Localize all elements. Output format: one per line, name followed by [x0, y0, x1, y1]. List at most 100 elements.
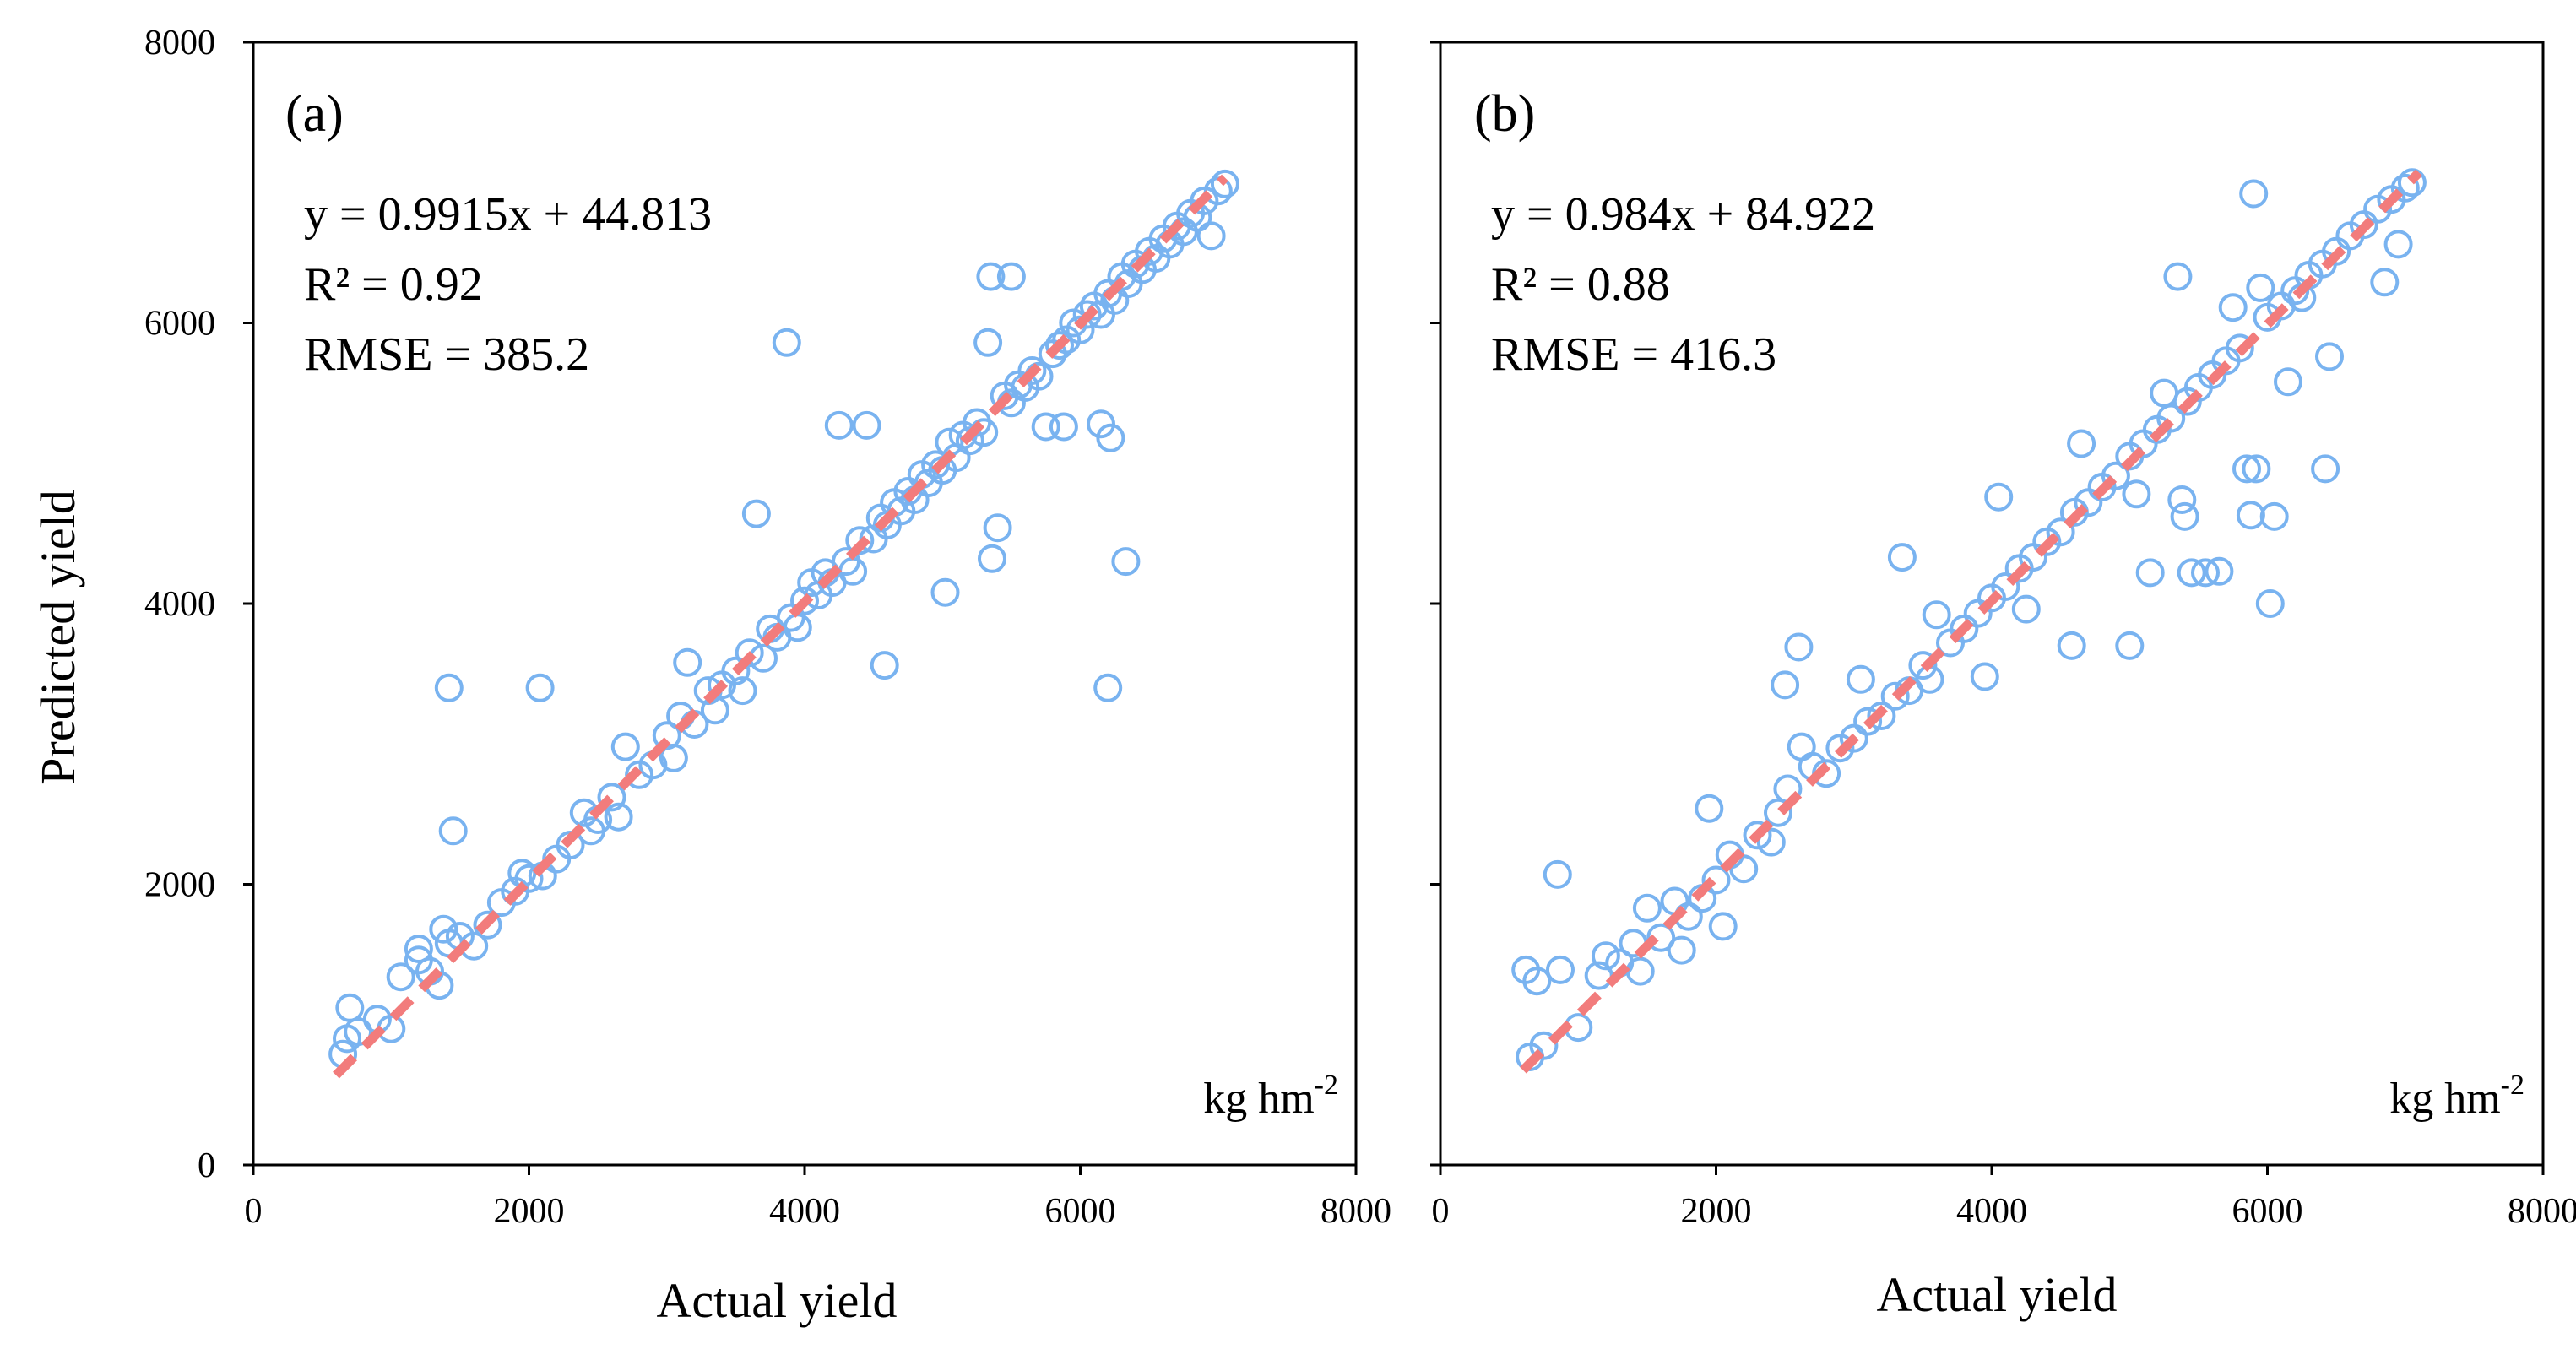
panel-a-data-point — [955, 426, 984, 456]
panel-a-data-point — [1049, 412, 1078, 442]
panel-a-x-tick-label: 0 — [245, 1192, 263, 1231]
panel-b-data-point — [2115, 631, 2145, 660]
panel-b-data-point — [1522, 967, 1552, 996]
panel-a-data-point — [1031, 412, 1060, 442]
panel-a-equation: y = 0.9915x + 44.813 — [304, 188, 712, 241]
panel-b-data-point — [1695, 794, 1724, 823]
panel-a-data-point — [1072, 300, 1102, 329]
panel-b-data-point — [2167, 485, 2197, 514]
panel-b-data-point — [2135, 558, 2165, 588]
panel-b-data-point — [1756, 827, 1786, 857]
panel-a-fit-line — [333, 174, 1228, 1079]
panel-a-data-point — [930, 577, 960, 607]
panel-a-data-point — [386, 962, 415, 992]
panel-a-x-tick-label: 4000 — [769, 1192, 840, 1231]
panel-b-data-point — [1970, 662, 1999, 691]
panel-b-data-point — [2370, 268, 2400, 297]
panel-b-ticks-layer: 0 2000 4000 6000 8000 — [1430, 41, 2576, 1231]
panel-a-data-point — [1093, 673, 1123, 702]
panel-a-data-point — [429, 914, 458, 944]
panel-b-fit-line — [1520, 169, 2422, 1074]
panel-b-data-point — [1701, 865, 1731, 895]
panel-b: 0 2000 4000 6000 8000 (b) y = 0.984x + 84.92… — [1430, 41, 2576, 1322]
panel-a-data-point — [1111, 547, 1141, 577]
panel-a-label: (a) — [285, 85, 344, 143]
panel-b-unit: kg hm-2 — [2389, 1070, 2524, 1123]
panel-b-data-point — [2101, 461, 2130, 490]
panel-a-data-point — [790, 586, 819, 615]
panel-a-y-tick-label: 0 — [198, 1146, 215, 1185]
panel-a-data-point — [852, 410, 881, 440]
panel-b-data-point — [2067, 429, 2096, 458]
panel-b-data-point — [2236, 501, 2265, 530]
panel-b-data-point — [2311, 454, 2340, 484]
panel-a-y-tick-label: 8000 — [144, 24, 215, 62]
panel-b-x-tick-label: 8000 — [2508, 1192, 2576, 1231]
panel-b-data-point — [2170, 501, 2199, 531]
panel-a-data-point — [772, 328, 801, 357]
panel-a-data-point — [870, 651, 899, 680]
panel-b-data-point — [1846, 664, 1875, 694]
panel-b-data-point — [1887, 543, 1917, 572]
panel-b-data-point — [1984, 482, 2014, 512]
panel-a-data-point — [721, 656, 751, 685]
panel-b-data-point — [1743, 821, 1772, 850]
panel-b-data-point — [1667, 935, 1696, 965]
panel-b-data-point — [2218, 293, 2248, 322]
panel-b-rmse: RMSE = 416.3 — [1491, 328, 1776, 381]
panel-a-data-point — [1045, 331, 1074, 360]
panel-a-x-axis-title: Actual yield — [656, 1273, 897, 1328]
panel-a-y-tick-label: 6000 — [144, 305, 215, 344]
panel-a-data-point — [728, 676, 757, 706]
panel-b-data-point — [2156, 404, 2186, 433]
panel-b-data-point — [2011, 594, 2041, 624]
panel-a-data-point — [659, 743, 688, 772]
panel-b-x-tick-label: 0 — [1432, 1192, 1450, 1231]
panel-b-data-point — [2242, 454, 2271, 484]
panel-b-data-point — [2225, 333, 2254, 363]
panel-a-data-point — [973, 328, 1003, 357]
panel-b-data-point — [1764, 798, 1792, 827]
panel-a-data-point — [921, 450, 951, 479]
panel-a-data-point — [514, 864, 544, 893]
panel-b-data-point — [2046, 517, 2075, 547]
panel-a-data-point — [996, 262, 1026, 291]
panel-a-data-point — [1017, 356, 1047, 385]
panel-b-data-point — [2122, 479, 2151, 509]
panel-a-r2: R² = 0.92 — [304, 258, 483, 311]
panel-a-data-point — [1196, 221, 1226, 251]
panel-b-label: (b) — [1474, 85, 1535, 143]
panel-b-data-point — [2397, 168, 2427, 198]
panel-b-data-point — [1784, 632, 1814, 662]
panel-a-data-point — [741, 499, 771, 528]
panel-b-data-point — [2163, 262, 2193, 291]
panel-a-data-point — [976, 262, 1006, 291]
panel-a-y-tick-label: 4000 — [144, 585, 215, 624]
panel-b-data-point — [2390, 173, 2420, 203]
panel-a-data-point — [824, 410, 854, 440]
panel-a-data-point — [1096, 423, 1125, 452]
panel-a-y-tick-label: 2000 — [144, 866, 215, 905]
panel-a-ticks-layer: 0 2000 4000 6000 8000 0 2000 4000 6000 8000 — [144, 24, 1391, 1231]
panel-b-data-point — [1771, 670, 1800, 700]
panel-b-data-point — [2239, 179, 2269, 209]
panel-a-unit-base: kg hm — [1203, 1075, 1314, 1123]
panel-a-unit: kg hm-2 — [1203, 1070, 1338, 1123]
panel-b-x-axis-title: Actual yield — [1876, 1267, 2117, 1322]
panel-b-unit-exponent: -2 — [2501, 1070, 2524, 1101]
panel-b-x-tick-label: 4000 — [1956, 1192, 2027, 1231]
panel-b-data-point — [1839, 723, 1868, 753]
panel-b-r2: R² = 0.88 — [1491, 258, 1670, 311]
panel-b-x-tick-label: 2000 — [1681, 1192, 1752, 1231]
panel-b-data-point — [2177, 558, 2206, 588]
panel-a: 0 2000 4000 6000 8000 0 2000 4000 6000 8000 (a) y… — [144, 24, 1391, 1328]
panel-b-data-point — [1708, 912, 1738, 941]
panel-b-data-point — [1991, 572, 2020, 601]
panel-a-x-tick-label: 8000 — [1321, 1192, 1391, 1231]
y-axis-title: Predicted yield — [30, 490, 85, 785]
panel-a-data-point — [735, 638, 764, 668]
panel-a-data-point — [404, 935, 433, 963]
panel-a-unit-exponent: -2 — [1315, 1070, 1338, 1101]
